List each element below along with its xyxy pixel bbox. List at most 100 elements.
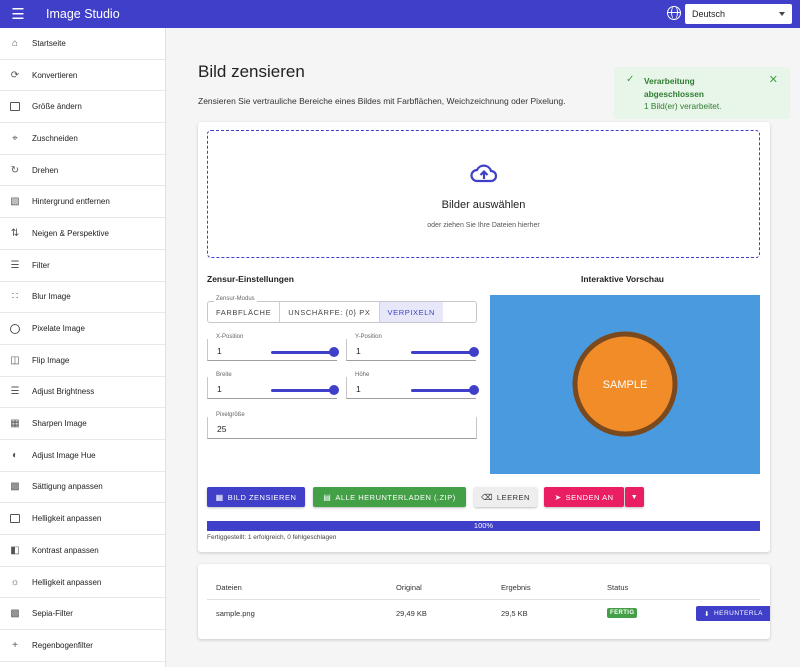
- blur-icon: ∷: [11, 291, 19, 303]
- preview-canvas: SAMPLE: [572, 331, 678, 437]
- language-select[interactable]: Deutsch: [685, 4, 792, 24]
- mode-toggle-group: Zensur-Modus FARBFLÄCHE UNSCHÄRFE: {0} P…: [207, 296, 477, 323]
- rotate-icon: ↻: [10, 164, 20, 176]
- sidebar-item-label: Sharpen Image: [32, 419, 87, 429]
- app-bar: ☰ Image Studio Deutsch: [0, 0, 800, 28]
- sidebar-item-14[interactable]: ▩ Sättigung anpassen: [0, 472, 165, 504]
- sidebar-item-label: Zuschneiden: [32, 133, 78, 143]
- sidebar-item-label: Pixelate Image: [32, 324, 85, 334]
- cloud-upload-icon: [470, 164, 498, 183]
- height-field[interactable]: Höhe 1: [346, 372, 476, 399]
- pixel-size-field[interactable]: Pixelgröße 25: [207, 412, 477, 439]
- censor-button-label: BILD ZENSIEREN: [227, 492, 297, 502]
- dropzone-title: Bilder auswählen: [441, 199, 526, 211]
- refresh-icon: ⟳: [10, 69, 20, 81]
- width-slider[interactable]: [271, 385, 339, 395]
- height-slider[interactable]: [411, 385, 479, 395]
- sidebar-item-17[interactable]: ☼ Helligkeit anpassen: [0, 567, 165, 599]
- sidebar-item-18[interactable]: ▩ Sepia-Filter: [0, 598, 165, 631]
- header-divider: [207, 599, 760, 600]
- y-position-field[interactable]: Y-Position 1: [346, 334, 476, 361]
- x-position-slider[interactable]: [271, 347, 339, 357]
- sidebar-item-1[interactable]: ⟳ Konvertieren: [0, 60, 165, 92]
- saturation-icon: ▩: [10, 481, 20, 493]
- dropzone[interactable]: Bilder auswählen oder ziehen Sie Ihre Da…: [207, 130, 760, 258]
- width-label: Breite: [214, 372, 234, 378]
- mode-pixelate[interactable]: VERPIXELN: [379, 302, 443, 322]
- preview-title: Interaktive Vorschau: [581, 274, 664, 284]
- sidebar: ⌂ Startseite ⟳ Konvertieren Größe ändern ⌖ Zus…: [0, 28, 166, 667]
- sidebar-item-3[interactable]: ⌖ Zuschneiden: [0, 123, 165, 155]
- row-download-button[interactable]: ⬇ HERUNTERLA: [696, 606, 770, 621]
- row-download-label: HERUNTERLA: [713, 610, 764, 617]
- sidebar-item-8[interactable]: ∷ Blur Image: [0, 282, 165, 314]
- mode-color-fill[interactable]: FARBFLÄCHE: [208, 302, 281, 322]
- sidebar-item-10[interactable]: ◫ Flip Image: [0, 345, 165, 377]
- slider-thumb[interactable]: [469, 347, 479, 357]
- download-all-label: ALLE HERUNTERLADEN (.ZIP): [335, 492, 456, 502]
- width-field[interactable]: Breite 1: [207, 372, 337, 399]
- height-label: Höhe: [353, 372, 372, 378]
- tune-icon: ☰: [10, 259, 20, 271]
- app-title: Image Studio: [46, 7, 120, 21]
- globe-icon: [667, 6, 681, 20]
- sidebar-item-7[interactable]: ☰ Filter: [0, 250, 165, 282]
- sidebar-item-2[interactable]: Größe ändern: [0, 91, 165, 124]
- sidebar-item-label: Größe ändern: [32, 102, 82, 112]
- sidebar-item-label: Konvertieren: [32, 70, 78, 80]
- brightness-icon: ☼: [10, 576, 20, 588]
- sidebar-item-5[interactable]: ▧ Hintergrund entfernen: [0, 186, 165, 219]
- sidebar-item-label: Helligkeit anpassen: [32, 514, 102, 524]
- grid-icon: ▦: [215, 492, 224, 502]
- folder-icon: ▤: [323, 492, 332, 502]
- slider-thumb[interactable]: [469, 385, 479, 395]
- sidebar-item-16[interactable]: ◧ Kontrast anpassen: [0, 535, 165, 567]
- sidebar-item-11[interactable]: ☰ Adjust Brightness: [0, 377, 165, 409]
- send-to-dropdown[interactable]: ▼: [625, 487, 644, 507]
- sidebar-item-13[interactable]: ◐ Adjust Image Hue: [0, 440, 165, 472]
- toast-message: 1 Bild(er) verarbeitet.: [644, 101, 722, 111]
- menu-icon[interactable]: ☰: [11, 6, 25, 23]
- censor-button[interactable]: ▦ BILD ZENSIEREN: [207, 487, 305, 507]
- sidebar-item-9[interactable]: Pixelate Image: [0, 313, 165, 345]
- y-position-slider[interactable]: [411, 347, 479, 357]
- y-position-value: 1: [356, 346, 361, 356]
- sidebar-item-label: Sättigung anpassen: [32, 482, 103, 492]
- sidebar-item-0[interactable]: ⌂ Startseite: [0, 28, 165, 60]
- sidebar-item-15[interactable]: Helligkeit anpassen: [0, 503, 165, 535]
- sidebar-item-label: Blur Image: [32, 292, 71, 302]
- success-toast: ✓ Verarbeitung abgeschlossen 1 Bild(er) …: [614, 67, 790, 119]
- sidebar-item-19[interactable]: + Regenbogenfilter: [0, 630, 165, 662]
- send-to-button[interactable]: ➤ SENDEN AN: [544, 487, 624, 507]
- photo-filter-icon: ▩: [10, 608, 20, 620]
- settings-title: Zensur-Einstellungen: [207, 274, 294, 284]
- sidebar-item-6[interactable]: ⇅ Neigen & Perspektive: [0, 218, 165, 250]
- sidebar-item-label: Sepia-Filter: [32, 609, 73, 619]
- pixel-size-value: 25: [217, 424, 227, 434]
- toast-title: Verarbeitung abgeschlossen: [644, 76, 704, 99]
- language-value: Deutsch: [692, 9, 726, 19]
- mode-blur[interactable]: UNSCHÄRFE: {0} PX: [280, 302, 380, 322]
- cell-file: sample.png: [216, 609, 255, 618]
- sidebar-item-label: Drehen: [32, 165, 59, 175]
- image-icon: [9, 513, 21, 525]
- hide-image-icon: ▧: [10, 196, 20, 208]
- contrast-icon: ◧: [10, 544, 20, 556]
- progress-label: 100%: [473, 521, 494, 530]
- results-table: Dateien Original Ergebnis Status sample.…: [198, 564, 770, 639]
- sidebar-item-12[interactable]: ▦ Sharpen Image: [0, 408, 165, 440]
- image-icon: [9, 101, 21, 113]
- col-files: Dateien: [216, 583, 242, 592]
- interactive-preview[interactable]: SAMPLE: [490, 295, 760, 474]
- sidebar-item-label: Adjust Image Hue: [32, 450, 96, 460]
- slider-thumb[interactable]: [329, 385, 339, 395]
- clear-button[interactable]: ⌫ LEEREN: [474, 487, 537, 507]
- sidebar-item-label: Helligkeit anpassen: [32, 577, 102, 587]
- sample-circle: [572, 331, 678, 437]
- download-all-button[interactable]: ▤ ALLE HERUNTERLADEN (.ZIP): [313, 487, 466, 507]
- chevron-down-icon: [779, 12, 785, 16]
- slider-thumb[interactable]: [329, 347, 339, 357]
- close-icon[interactable]: ✕: [768, 74, 778, 86]
- x-position-field[interactable]: X-Position 1: [207, 334, 337, 361]
- sidebar-item-4[interactable]: ↻ Drehen: [0, 155, 165, 187]
